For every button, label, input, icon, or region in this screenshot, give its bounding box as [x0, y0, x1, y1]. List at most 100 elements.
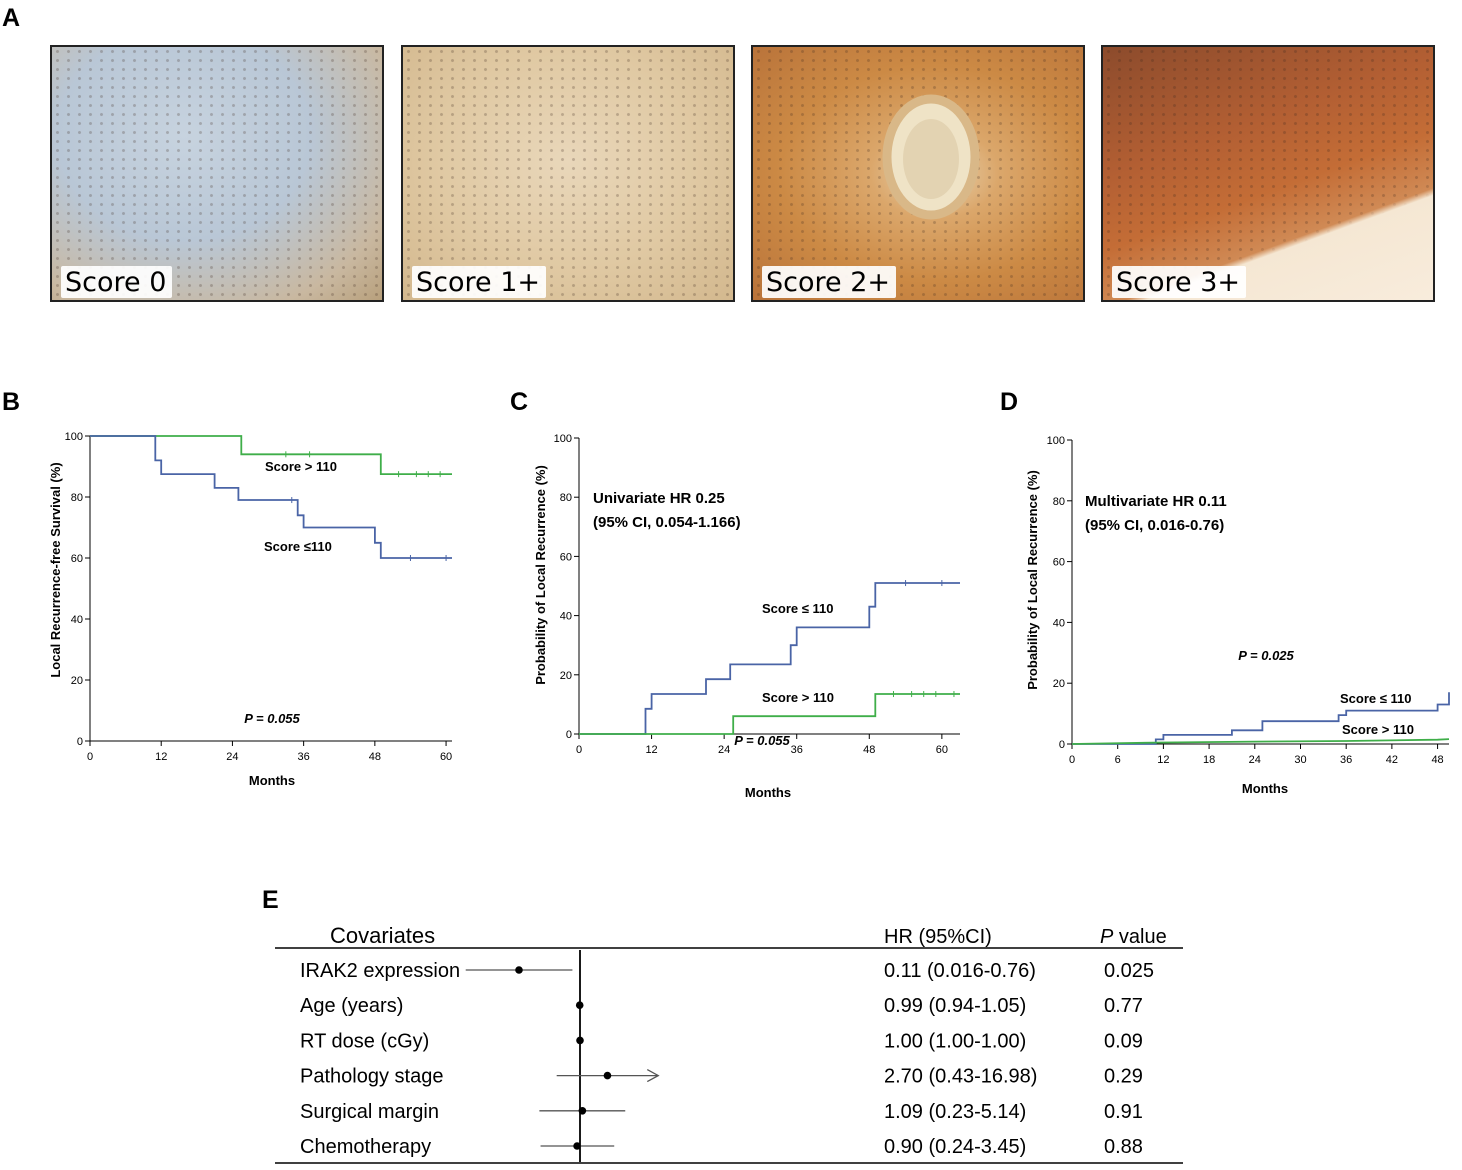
covariate-label: RT dose (cGy) [300, 1030, 429, 1052]
x-tick-label: 48 [1431, 754, 1443, 766]
km-chart-c: 0 20 40 60 80 100 0 12 24 36 48 60 Probability of L… [533, 433, 960, 800]
panel-label-e: E [262, 886, 279, 914]
y-tick-label: 40 [1053, 617, 1065, 629]
ihc-image-score-3: Score 3+ [1101, 45, 1435, 302]
series-label-high: Score > 110 [762, 690, 834, 705]
hr-text-line2: (95% CI, 0.016-0.76) [1085, 517, 1224, 534]
y-tick-label: 80 [71, 492, 83, 504]
p-value-text: 0.88 [1104, 1136, 1143, 1158]
y-tick-label: 60 [560, 551, 572, 563]
y-tick-label: 20 [1053, 678, 1065, 690]
x-tick-label: 12 [155, 751, 167, 763]
series-label-low: Score ≤ 110 [762, 601, 833, 616]
covariate-label: Surgical margin [300, 1101, 439, 1123]
covariate-label: Pathology stage [300, 1066, 443, 1088]
hr-ci-text: 1.09 (0.23-5.14) [884, 1101, 1026, 1123]
y-tick-label: 0 [77, 736, 83, 748]
hr-point [578, 1107, 587, 1115]
ci-arrow [646, 1069, 660, 1083]
header-p-rest: value [1113, 926, 1166, 948]
panel-label-c: C [510, 388, 529, 416]
y-tick-label: 40 [71, 614, 83, 626]
x-tick-label: 0 [1069, 754, 1075, 766]
ihc-image-score-2: Score 2+ [751, 45, 1085, 302]
header-hr: HR (95%CI) [884, 926, 992, 948]
p-value-text: 0.77 [1104, 995, 1143, 1017]
p-value-annotation: P = 0.025 [1238, 648, 1294, 663]
series-line-1 [579, 693, 960, 735]
xlabel: Months [745, 785, 791, 800]
x-tick-label: 30 [1294, 754, 1306, 766]
x-tick-label: 48 [863, 744, 875, 756]
hr-point [603, 1071, 612, 1080]
x-tick-label: 48 [369, 751, 381, 763]
y-tick-label: 20 [71, 675, 83, 687]
series-line-1 [90, 435, 452, 559]
y-tick-label: 20 [560, 670, 572, 682]
series-line-0 [90, 435, 452, 475]
panel-label-a: A [2, 4, 21, 32]
panel-label-b: B [2, 388, 21, 416]
covariate-label: IRAK2 expression [300, 960, 460, 982]
y-tick-label: 0 [566, 729, 572, 741]
header-p-italic: P [1100, 926, 1114, 948]
x-tick-label: 24 [718, 744, 730, 756]
series-line-0 [1072, 692, 1450, 745]
panel-label-d: D [1000, 388, 1019, 416]
hr-point [515, 966, 523, 974]
km-chart-b: 0 20 40 60 80 100 0 12 24 36 48 60 Local Recurrence… [48, 431, 452, 788]
ihc-texture [403, 47, 733, 300]
y-tick-label: 0 [1059, 739, 1065, 751]
p-value-text: 0.09 [1104, 1030, 1143, 1052]
hr-ci-text: 0.90 (0.24-3.45) [884, 1136, 1026, 1158]
ihc-label: Score 0 [61, 266, 173, 298]
ihc-label: Score 1+ [412, 266, 547, 298]
x-tick-label: 12 [1157, 754, 1169, 766]
x-tick-label: 36 [298, 751, 310, 763]
km-chart-d: 0 20 40 60 80 100 0 6 12 18 24 30 36 42 48 Probability… [1025, 435, 1450, 796]
keratin-pearl-shape [882, 94, 980, 220]
ylabel: Local Recurrence-free Survival (%) [48, 462, 63, 677]
x-tick-label: 0 [576, 744, 582, 756]
hr-point [573, 1142, 581, 1150]
x-tick-label: 42 [1386, 754, 1398, 766]
series-label-high: Score > 110 [1342, 722, 1414, 737]
hr-point [575, 1001, 584, 1009]
xlabel: Months [249, 773, 295, 788]
series-label-high: Score > 110 [265, 459, 337, 474]
header-covariates: Covariates [330, 923, 435, 948]
x-tick-label: 24 [226, 751, 238, 763]
p-value-text: 0.29 [1104, 1066, 1143, 1088]
hr-ci-text: 0.11 (0.016-0.76) [884, 960, 1036, 982]
y-tick-label: 60 [71, 553, 83, 565]
ihc-image-score-1: Score 1+ [401, 45, 735, 302]
x-tick-label: 60 [936, 744, 948, 756]
y-tick-label: 80 [560, 492, 572, 504]
hr-text-line2: (95% CI, 0.054-1.166) [593, 514, 741, 531]
hr-text-line1: Multivariate HR 0.11 [1085, 493, 1227, 510]
xlabel: Months [1242, 781, 1288, 796]
x-tick-label: 60 [440, 751, 452, 763]
y-tick-label: 40 [560, 611, 572, 623]
x-tick-label: 36 [1340, 754, 1352, 766]
y-tick-label: 60 [1053, 557, 1065, 569]
covariate-label: Chemotherapy [300, 1136, 431, 1158]
p-value-text: 0.91 [1104, 1101, 1143, 1123]
ihc-label: Score 2+ [762, 266, 897, 298]
y-tick-label: 100 [554, 433, 572, 445]
x-tick-label: 18 [1203, 754, 1215, 766]
hr-ci-text: 1.00 (1.00-1.00) [884, 1030, 1026, 1052]
ylabel: Probability of Local Recurrence (%) [533, 465, 548, 685]
covariate-label: Age (years) [300, 995, 403, 1017]
forest-plot: Covariates HR (95%CI) P value IRAK2 expr… [275, 923, 1183, 1164]
x-tick-label: 0 [87, 751, 93, 763]
y-tick-label: 100 [65, 431, 83, 443]
series-label-low: Score ≤110 [264, 539, 332, 554]
hr-point [576, 1036, 584, 1045]
series-line-1 [1071, 738, 1450, 745]
ihc-image-score-0: Score 0 [50, 45, 384, 302]
ihc-label: Score 3+ [1112, 266, 1247, 298]
ihc-texture [52, 47, 382, 300]
x-tick-label: 36 [791, 744, 803, 756]
hr-text-line1: Univariate HR 0.25 [593, 490, 725, 507]
